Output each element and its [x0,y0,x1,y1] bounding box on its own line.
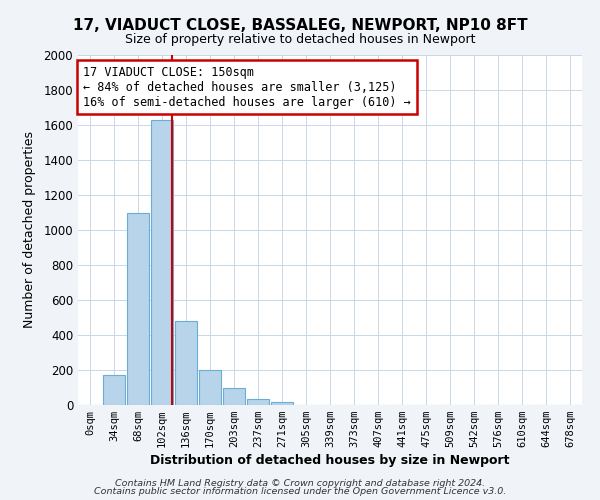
Y-axis label: Number of detached properties: Number of detached properties [23,132,37,328]
X-axis label: Distribution of detached houses by size in Newport: Distribution of detached houses by size … [150,454,510,468]
Text: Contains HM Land Registry data © Crown copyright and database right 2024.: Contains HM Land Registry data © Crown c… [115,478,485,488]
Bar [175,321,197,405]
Text: Size of property relative to detached houses in Newport: Size of property relative to detached ho… [125,32,475,46]
Text: 17 VIADUCT CLOSE: 150sqm
← 84% of detached houses are smaller (3,125)
16% of sem: 17 VIADUCT CLOSE: 150sqm ← 84% of detach… [83,66,411,108]
Bar [127,214,149,405]
Text: 17, VIADUCT CLOSE, BASSALEG, NEWPORT, NP10 8FT: 17, VIADUCT CLOSE, BASSALEG, NEWPORT, NP… [73,18,527,32]
Bar [199,370,221,405]
Bar [223,388,245,405]
Bar [103,375,125,405]
Bar [151,120,173,405]
Bar [247,399,269,405]
Text: Contains public sector information licensed under the Open Government Licence v3: Contains public sector information licen… [94,488,506,496]
Bar [271,402,293,405]
